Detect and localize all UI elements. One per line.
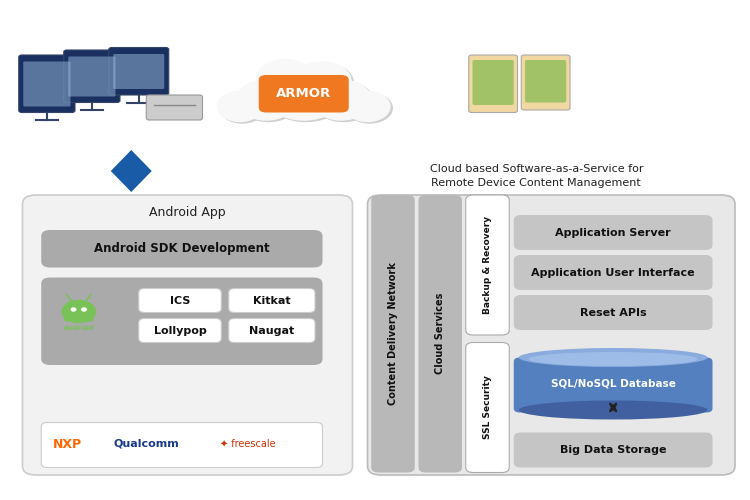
FancyBboxPatch shape [229,318,315,342]
Text: Kitkat: Kitkat [253,296,291,306]
FancyBboxPatch shape [113,54,164,89]
Text: Big Data Storage: Big Data Storage [560,445,667,455]
Circle shape [238,82,298,122]
Text: Naugat: Naugat [249,326,295,336]
FancyBboxPatch shape [368,195,735,475]
Circle shape [347,93,392,123]
Text: Android SDK Development: Android SDK Development [94,242,270,255]
FancyBboxPatch shape [22,195,352,475]
Text: Lollypop: Lollypop [154,326,206,336]
FancyBboxPatch shape [41,422,322,468]
FancyBboxPatch shape [525,60,566,102]
Text: Backup & Recovery: Backup & Recovery [483,216,492,314]
Text: Cloud Services: Cloud Services [435,293,445,374]
FancyBboxPatch shape [41,278,322,365]
FancyBboxPatch shape [68,56,116,96]
FancyBboxPatch shape [139,288,221,312]
Text: SSL Security: SSL Security [483,376,492,440]
Text: ICS: ICS [170,296,190,306]
Circle shape [82,308,86,311]
Text: Reset APIs: Reset APIs [580,308,646,318]
FancyBboxPatch shape [514,358,712,412]
Circle shape [256,60,313,98]
FancyBboxPatch shape [514,432,712,468]
FancyBboxPatch shape [514,215,712,250]
FancyBboxPatch shape [521,55,570,110]
FancyBboxPatch shape [466,342,509,472]
Text: android: android [64,326,94,332]
FancyBboxPatch shape [371,195,415,472]
FancyBboxPatch shape [139,318,221,342]
Text: Application Server: Application Server [555,228,671,237]
Circle shape [314,82,374,122]
FancyBboxPatch shape [229,288,315,312]
Circle shape [217,92,262,122]
Ellipse shape [519,348,707,367]
FancyBboxPatch shape [19,55,75,112]
FancyBboxPatch shape [146,95,202,120]
Circle shape [296,64,353,102]
Circle shape [311,80,371,120]
FancyBboxPatch shape [23,62,70,106]
FancyBboxPatch shape [64,306,94,322]
Circle shape [294,62,351,100]
Text: ✦ freescale: ✦ freescale [220,439,275,449]
FancyBboxPatch shape [466,195,509,335]
Circle shape [220,93,265,123]
FancyBboxPatch shape [259,75,349,112]
FancyBboxPatch shape [514,295,712,330]
Text: ARMOR: ARMOR [276,87,332,100]
Circle shape [259,61,316,99]
Text: NXP: NXP [53,438,82,450]
FancyBboxPatch shape [472,60,514,105]
FancyBboxPatch shape [514,255,712,290]
FancyBboxPatch shape [64,50,120,102]
Text: Content Delivery Network: Content Delivery Network [388,262,398,405]
Circle shape [265,66,347,122]
Circle shape [236,80,296,120]
Ellipse shape [529,352,698,366]
Polygon shape [111,150,152,192]
Circle shape [345,92,390,122]
Text: Application User Interface: Application User Interface [531,268,695,278]
Circle shape [262,65,345,120]
FancyBboxPatch shape [419,195,462,472]
Ellipse shape [519,400,707,419]
Text: SQL/NoSQL Database: SQL/NoSQL Database [550,379,676,389]
FancyBboxPatch shape [469,55,518,112]
FancyBboxPatch shape [109,48,169,95]
Text: Cloud based Software-as-a-Service for
Remote Device Content Management: Cloud based Software-as-a-Service for Re… [430,164,643,188]
Text: Qualcomm: Qualcomm [113,439,179,449]
FancyBboxPatch shape [41,230,322,268]
Text: Android App: Android App [149,206,226,219]
Circle shape [62,300,95,322]
Circle shape [71,308,76,311]
